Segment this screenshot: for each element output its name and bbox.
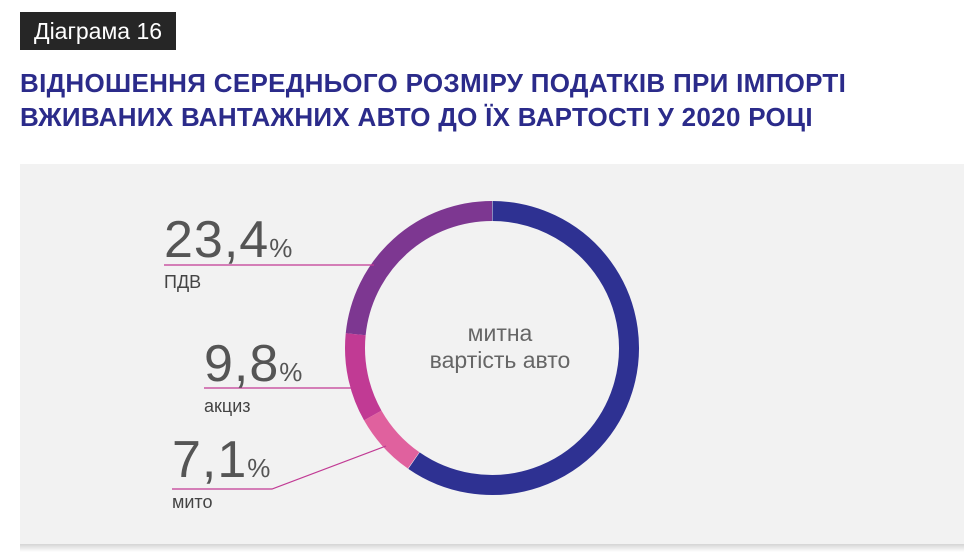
chart-title-line-2: ВЖИВАНИХ ВАНТАЖНИХ АВТО ДО ЇХ ВАРТОСТІ У… (20, 102, 813, 132)
chart-title-line-1: ВІДНОШЕННЯ СЕРЕДНЬОГО РОЗМІРУ ПОДАТКІВ П… (20, 68, 847, 98)
callout-excise-value: 9,8 (204, 335, 280, 393)
callout-duty-label: мито (172, 492, 213, 512)
callout-excise-label: акциз (204, 396, 251, 416)
donut-slice-vat (345, 201, 493, 336)
callout-excise-unit: % (279, 357, 303, 387)
chart-title: ВІДНОШЕННЯ СЕРЕДНЬОГО РОЗМІРУ ПОДАТКІВ П… (20, 66, 960, 134)
donut-slice-duty (364, 410, 420, 469)
callout-vat-value: 23,4 (164, 211, 270, 269)
leader-line-duty (172, 445, 387, 490)
diagram-number-badge: Діаграма 16 (20, 12, 177, 50)
center-label-line-1: митна (467, 320, 533, 346)
callout-excise: 9,8% акциз (204, 338, 302, 416)
donut-slice-excise (345, 333, 382, 421)
callout-vat-unit: % (269, 233, 293, 263)
callout-vat: 23,4% ПДВ (164, 214, 292, 292)
center-label-line-2: вартість авто (429, 347, 571, 373)
callout-duty-value: 7,1 (172, 431, 248, 489)
panel-shadow (20, 544, 964, 552)
callout-duty-unit: % (247, 453, 271, 483)
donut-slice-customs-value (408, 201, 639, 495)
callout-duty: 7,1% мито (172, 434, 270, 512)
callout-vat-label: ПДВ (164, 272, 202, 292)
donut-center-label: митна вартість авто (390, 320, 610, 374)
